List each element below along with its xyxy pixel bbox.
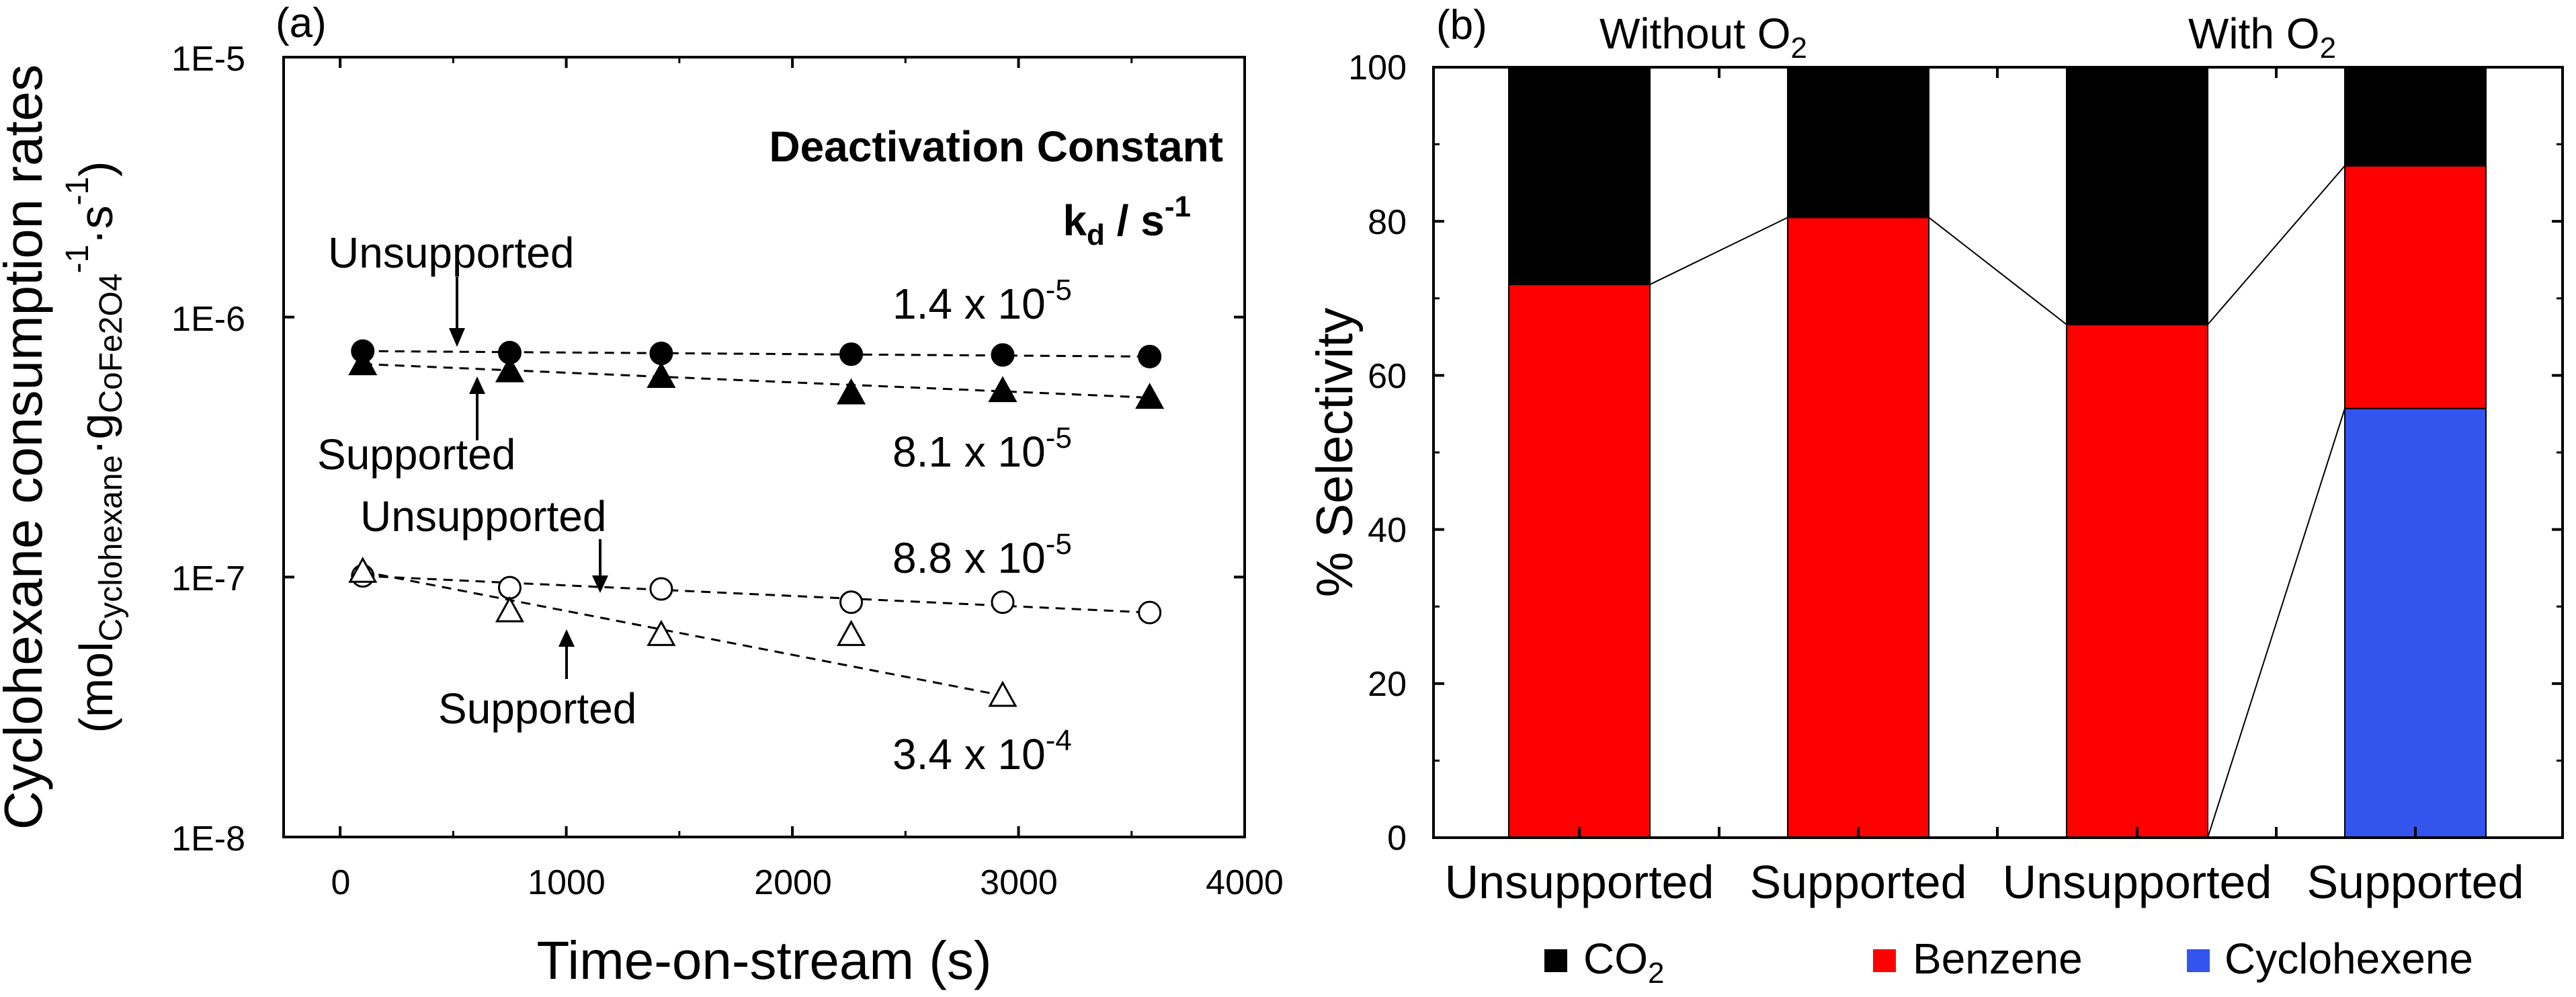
data-point xyxy=(836,620,866,646)
panel-a-label: (a) xyxy=(276,0,327,46)
annotation-unsupported-o2: Unsupported xyxy=(328,229,574,277)
arrow-head xyxy=(449,328,465,347)
annotation-unsupported-no-o2: Unsupported xyxy=(360,492,606,541)
panel-b: (b) 100 80 60 40 20 0 % Selectivity With… xyxy=(1306,2,2564,990)
bar-segment xyxy=(1508,67,1651,286)
y-tick-label-b: 0 xyxy=(1387,819,1407,858)
y-tick-label-a: 1E-8 xyxy=(171,820,245,859)
data-point xyxy=(991,590,1015,614)
fit-line xyxy=(362,570,1003,697)
annotation-supported-o2: Supported xyxy=(317,430,515,479)
legend-label-co2: CO2 xyxy=(1583,934,1664,990)
connector-line xyxy=(2207,408,2345,838)
data-point xyxy=(991,343,1015,367)
x-tick-label-a: 4000 xyxy=(1206,863,1284,902)
panel-b-label: (b) xyxy=(1436,2,1487,48)
y-axis-title-b: % Selectivity xyxy=(1306,308,1364,598)
kd-header-units: kd / s-1 xyxy=(1063,190,1191,251)
bar-segment xyxy=(2344,165,2487,409)
arrow-head xyxy=(592,575,608,593)
fit-line xyxy=(362,350,1150,358)
bar-segment xyxy=(1787,67,1929,218)
data-point xyxy=(647,362,676,388)
legend-swatch-cyclohexene xyxy=(2187,949,2210,972)
y-tick-label-b: 20 xyxy=(1368,665,1407,704)
category-label: Supported xyxy=(2307,856,2524,908)
kd-value-label: 8.1 x 10-5 xyxy=(892,422,1072,476)
data-point xyxy=(1138,344,1162,368)
y-tick-label-a: 1E-5 xyxy=(171,40,245,79)
panel-a-fit-lines xyxy=(362,350,1150,697)
arrow-head xyxy=(558,629,575,647)
y-axis-title-line2: (molCyclohexane·gCoFe2O4-1·s-1) xyxy=(60,161,129,733)
data-point xyxy=(348,349,378,376)
kd-value-label: 8.8 x 10-5 xyxy=(892,528,1072,582)
legend-label-benzene: Benzene xyxy=(1913,934,2083,983)
panel-a: (a) 1E-5 1E-6 1E-7 1E-8 0 1000 2000 3000… xyxy=(0,0,1284,990)
panel-a-plot-frame xyxy=(282,56,1246,838)
annotation-supported-no-o2: Supported xyxy=(438,684,636,733)
y-tick-label-b: 40 xyxy=(1368,511,1407,550)
group-label-with-o2: With O2 xyxy=(2188,9,2336,65)
annotation-arrows xyxy=(449,277,608,679)
bar-segment xyxy=(1508,284,1651,838)
panel-b-ticks xyxy=(1434,66,2563,839)
legend-swatch-benzene xyxy=(1873,949,1896,972)
legend-swatch-co2 xyxy=(1544,949,1567,972)
arrow-head xyxy=(469,376,485,394)
category-label: Unsupported xyxy=(2003,856,2272,908)
connector-line xyxy=(2207,165,2345,325)
panel-a-markers xyxy=(348,339,1165,707)
bar-segment xyxy=(1787,216,1929,839)
x-tick-label-a: 1000 xyxy=(528,863,606,902)
y-tick-label-b: 60 xyxy=(1368,357,1407,396)
data-point xyxy=(649,577,673,601)
fit-line xyxy=(362,362,1150,399)
kd-value-label: 3.4 x 10-4 xyxy=(892,724,1072,779)
kd-header-title: Deactivation Constant xyxy=(769,122,1223,171)
data-point xyxy=(348,557,378,583)
x-axis-title-a: Time-on-stream (s) xyxy=(536,930,991,990)
bar-segment xyxy=(2066,67,2208,325)
y-tick-label-b: 80 xyxy=(1368,203,1407,242)
connector-line xyxy=(1649,216,1788,286)
data-point xyxy=(647,620,676,646)
y-tick-label-a: 1E-6 xyxy=(171,300,245,339)
legend-label-cyclohexene: Cyclohexene xyxy=(2225,934,2473,983)
y-tick-label-b: 100 xyxy=(1348,48,1407,87)
data-point xyxy=(497,575,522,600)
x-tick-label-a: 3000 xyxy=(980,863,1058,902)
bar-segment xyxy=(2066,323,2208,839)
category-label: Supported xyxy=(1749,856,1966,908)
data-point xyxy=(988,680,1017,707)
connector-line xyxy=(1928,216,2067,325)
y-axis-title-line1: Cyclohexane consumption rates xyxy=(0,65,53,830)
category-label: Unsupported xyxy=(1445,856,1714,908)
group-label-without-o2: Without O2 xyxy=(1599,9,1807,65)
panel-b-plot-frame xyxy=(1432,66,2564,839)
data-point xyxy=(649,342,673,366)
fit-line xyxy=(362,575,1150,614)
data-point xyxy=(839,342,864,366)
data-point xyxy=(836,378,866,405)
kd-value-label: 1.4 x 10-5 xyxy=(892,274,1072,328)
legend: CO2 Benzene Cyclohexene xyxy=(1544,934,2473,990)
panel-b-connectors xyxy=(1649,165,2345,838)
y-tick-label-a: 1E-7 xyxy=(171,559,245,598)
data-point xyxy=(495,356,525,383)
x-tick-label-a: 2000 xyxy=(754,863,832,902)
bar-segment xyxy=(2344,67,2487,167)
data-point xyxy=(988,376,1017,403)
data-point xyxy=(1135,383,1165,409)
data-point xyxy=(839,590,864,614)
x-tick-label-a: 0 xyxy=(331,863,351,902)
panel-b-bars xyxy=(1508,67,2487,839)
bar-segment xyxy=(2344,407,2487,838)
data-point xyxy=(1138,600,1162,625)
data-point xyxy=(495,596,525,623)
